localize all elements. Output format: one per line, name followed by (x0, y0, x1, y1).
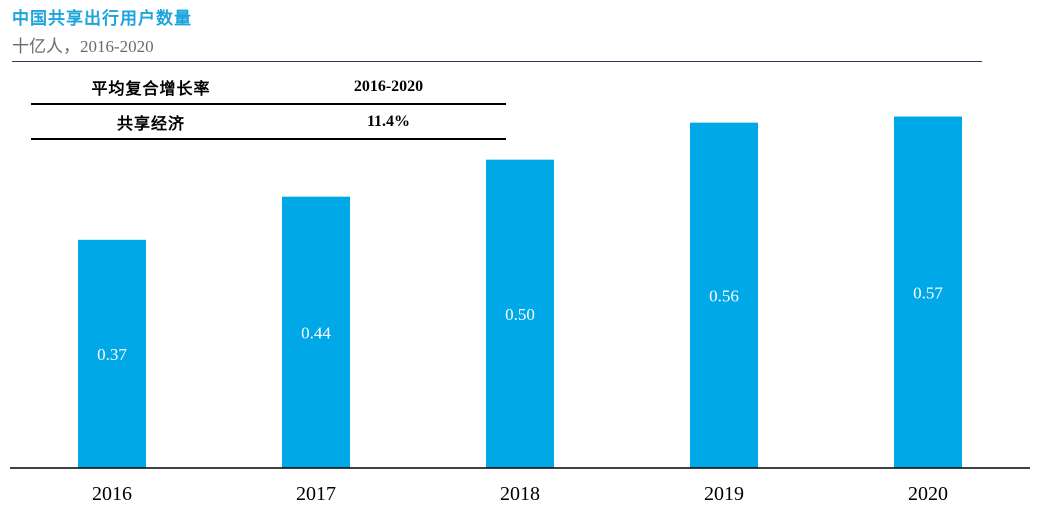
data-label-2017: 0.44 (301, 323, 331, 342)
cagr-header-period: 2016-2020 (271, 70, 506, 105)
x-tick-2018: 2018 (500, 483, 540, 505)
bar-2019 (690, 122, 758, 469)
x-tick-2020: 2020 (908, 483, 948, 505)
chart-title: 中国共享出行用户数量 (12, 9, 192, 29)
x-tick-2016: 2016 (92, 483, 132, 505)
bar-group: 0.37 0.44 0.50 0.56 0.57 (78, 116, 962, 469)
chart-subtitle: 十亿人，2016-2020 (12, 37, 154, 56)
x-tick-labels: 2016 2017 2018 2019 2020 (92, 483, 948, 505)
data-label-2016: 0.37 (97, 345, 127, 364)
x-tick-2019: 2019 (704, 483, 744, 505)
cagr-table: 平均复合增长率 2016-2020 共享经济 11.4% (31, 70, 506, 140)
cagr-row-value: 11.4% (271, 104, 506, 140)
cagr-data-row: 共享经济 11.4% (31, 104, 506, 140)
bar-2020 (894, 116, 962, 468)
data-label-2018: 0.50 (505, 305, 535, 324)
cagr-row-label: 共享经济 (31, 104, 271, 140)
bar-2017 (282, 196, 350, 468)
data-label-2020: 0.57 (913, 283, 943, 302)
cagr-header-label: 平均复合增长率 (31, 70, 271, 105)
cagr-header-row: 平均复合增长率 2016-2020 (31, 70, 506, 105)
data-label-2019: 0.56 (709, 286, 739, 305)
bar-2018 (486, 159, 554, 468)
header-divider (12, 61, 982, 62)
x-tick-2017: 2017 (296, 483, 336, 505)
bar-2016 (78, 239, 146, 468)
